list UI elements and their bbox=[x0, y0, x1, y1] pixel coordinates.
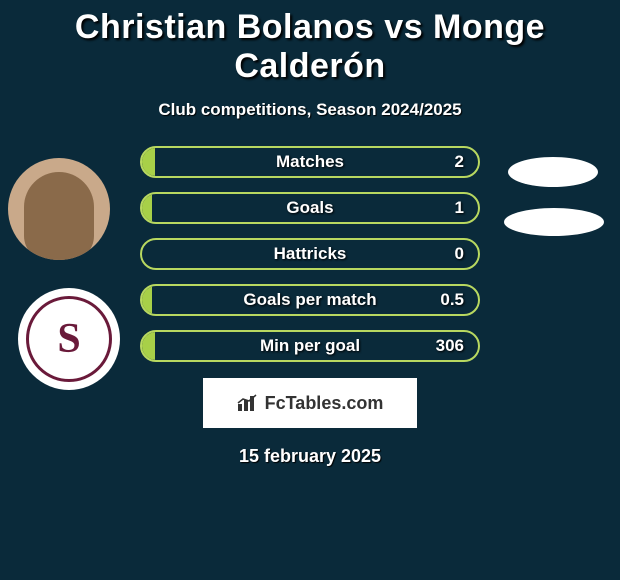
stat-bar-label: Goals bbox=[142, 194, 478, 222]
stat-bar-value: 2 bbox=[455, 148, 464, 176]
watermark-badge: FcTables.com bbox=[203, 378, 417, 428]
club-badge-letter: S bbox=[57, 315, 80, 363]
stat-bar-label: Matches bbox=[142, 148, 478, 176]
stat-bar-value: 0 bbox=[455, 240, 464, 268]
stat-bar: Goals1 bbox=[140, 192, 480, 224]
stat-bar-label: Min per goal bbox=[142, 332, 478, 360]
stat-bar: Min per goal306 bbox=[140, 330, 480, 362]
club-badge-inner: S bbox=[26, 296, 112, 382]
comparison-title: Christian Bolanos vs Monge Calderón bbox=[0, 0, 620, 86]
stat-bar: Hattricks0 bbox=[140, 238, 480, 270]
comparison-date: 15 february 2025 bbox=[0, 446, 620, 467]
player-avatar-right-placeholder bbox=[508, 157, 598, 187]
chart-icon bbox=[237, 394, 259, 412]
stat-bar: Goals per match0.5 bbox=[140, 284, 480, 316]
stat-bar-label: Goals per match bbox=[142, 286, 478, 314]
watermark-text: FcTables.com bbox=[265, 393, 384, 414]
comparison-body: S Matches2 Goals1 Hattricks0 Goals per matc… bbox=[0, 146, 620, 467]
club-badge-left: S bbox=[18, 288, 120, 390]
player-avatar-left bbox=[8, 158, 110, 260]
stat-bars: Matches2Goals1Hattricks0Goals per match0… bbox=[140, 146, 480, 362]
stat-bar-label: Hattricks bbox=[142, 240, 478, 268]
club-badge-right-placeholder bbox=[504, 208, 604, 236]
comparison-subtitle: Club competitions, Season 2024/2025 bbox=[0, 100, 620, 120]
stat-bar-value: 0.5 bbox=[440, 286, 464, 314]
stat-bar-value: 1 bbox=[455, 194, 464, 222]
stat-bar: Matches2 bbox=[140, 146, 480, 178]
stat-bar-value: 306 bbox=[436, 332, 464, 360]
